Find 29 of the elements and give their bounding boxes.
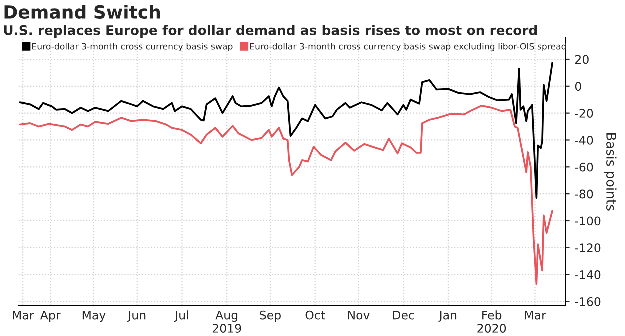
x-tick-label: Mar [525, 310, 546, 320]
x-tick-label: Aug 2019 [212, 310, 242, 333]
y-axis-title: Basis points [604, 134, 617, 211]
y-tick-label: -100 [575, 216, 601, 226]
x-tick-label: Jan [438, 310, 457, 322]
y-tick-label: -40 [575, 136, 594, 145]
chart-subtitle: U.S. replaces Europe for dollar demand as basis rises to most on record [4, 25, 537, 38]
x-tick-label: Sep [260, 310, 281, 322]
y-tick-label: -80 [575, 190, 594, 199]
x-tick-label: Dec [393, 310, 414, 320]
chart-title: Demand Switch [4, 5, 160, 20]
y-tick-label: -120 [575, 244, 601, 253]
y-tick-label: -60 [575, 162, 594, 172]
x-tick-label: Jun [128, 310, 146, 322]
y-tick-label: 0 [575, 82, 582, 92]
y-tick-label: 20 [576, 55, 589, 64]
x-tick-label: Jul [174, 310, 188, 322]
y-tick-label: -160 [575, 297, 601, 306]
legend-label: Euro-dollar 3-month cross currency basis swap [32, 43, 233, 52]
x-tick-label: Oct [306, 310, 326, 320]
line-series [19, 105, 554, 286]
line-series [19, 62, 554, 200]
x-tick-label: Feb 2020 [478, 310, 506, 333]
x-tick-label: Nov [348, 310, 370, 320]
x-tick-label: Apr [40, 310, 61, 322]
y-tick-label: -20 [575, 109, 594, 118]
x-tick-label: Mar [13, 310, 34, 320]
x-tick-label: May [82, 310, 106, 322]
y-tick-label: -140 [575, 270, 601, 280]
